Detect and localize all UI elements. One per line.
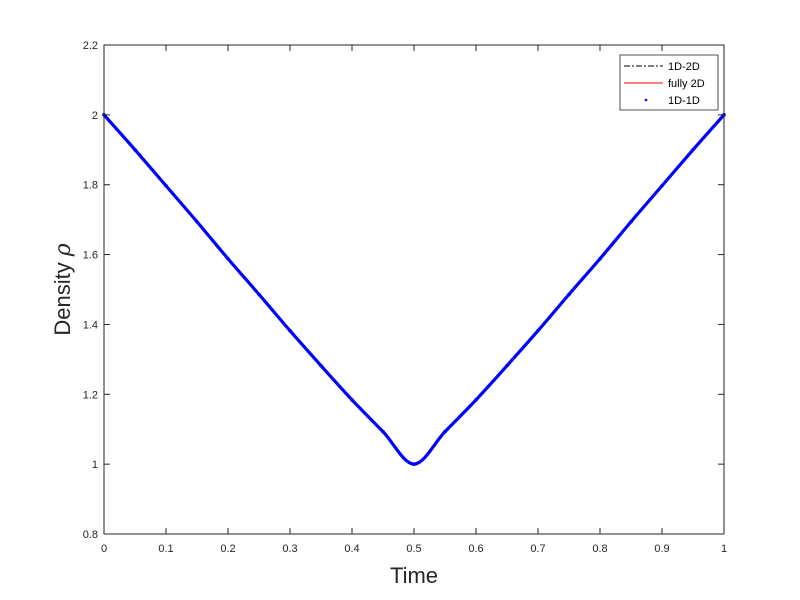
- series-1d-1d-point: [691, 147, 695, 152]
- legend-label-1d-1d: 1D-1D: [668, 95, 700, 107]
- y-tick-label: 0.8: [83, 529, 98, 541]
- x-tick-label: 0.8: [592, 543, 607, 555]
- series-1d-1d-point: [536, 328, 540, 333]
- ticks-layer: 0 0.1 0.2 0.3 0.4 0.5 0.6 0.7 0.8 0.9 1 0.8 1 1.2 1.4 1…: [83, 40, 727, 555]
- x-tick-label: 0: [101, 543, 107, 555]
- x-tick-label: 1: [721, 543, 727, 555]
- y-tick-label: 1.4: [83, 319, 98, 331]
- x-tick-label: 0.1: [158, 543, 173, 555]
- series-1d-1d-point: [567, 292, 571, 297]
- series-layer: [102, 113, 726, 466]
- x-tick-label: 0.5: [406, 543, 421, 555]
- x-axis-label: Time: [390, 563, 438, 588]
- series-1d-1d-point: [443, 429, 447, 434]
- x-tick-label: 0.6: [468, 543, 483, 555]
- legend: 1D-2D fully 2D 1D-1D: [619, 54, 719, 111]
- y-tick-label: 2: [92, 110, 98, 122]
- y-tick-label: 1.8: [83, 180, 98, 192]
- series-1d-1d-point: [598, 256, 602, 261]
- legend-label-fully-2d: fully 2D: [668, 78, 705, 90]
- series-1d-1d-point: [164, 183, 168, 188]
- series-1d-1d-point: [226, 256, 230, 261]
- series-1d-1d-point: [350, 398, 354, 402]
- series-1d-1d-point: [629, 219, 633, 224]
- series-1d-1d-point: [412, 462, 416, 466]
- series-1d-1d-point: [195, 219, 199, 224]
- x-tick-label: 0.2: [220, 543, 235, 555]
- x-tick-label: 0.7: [530, 543, 545, 555]
- legend-marker-1d-1d: [644, 98, 648, 102]
- series-1d-1d-point: [133, 147, 137, 152]
- x-tick-label: 0.4: [344, 543, 359, 555]
- legend-label-1d-2d: 1D-2D: [668, 61, 700, 73]
- plot-area: [104, 45, 724, 534]
- series-1d-1d-point: [381, 429, 385, 434]
- series-1d-1d-point: [660, 183, 664, 188]
- series-1d-1d-point: [505, 363, 509, 368]
- y-axis-label: Density ρ: [50, 243, 76, 335]
- x-tick-label: 0.9: [654, 543, 669, 555]
- x-tick-label: 0.3: [282, 543, 297, 555]
- series-1d-1d-point: [257, 292, 261, 297]
- y-axis-label-symbol: ρ: [51, 243, 76, 257]
- y-tick-label: 2.2: [83, 40, 98, 52]
- y-tick-label: 1.2: [83, 389, 98, 401]
- y-tick-label: 1: [92, 459, 98, 471]
- y-axis-label-text: Density: [50, 262, 75, 335]
- y-tick-label: 1.6: [83, 250, 98, 262]
- series-1d-1d-point: [288, 328, 292, 333]
- series-1d-1d-point: [319, 363, 323, 368]
- series-1d-1d-point: [474, 398, 478, 402]
